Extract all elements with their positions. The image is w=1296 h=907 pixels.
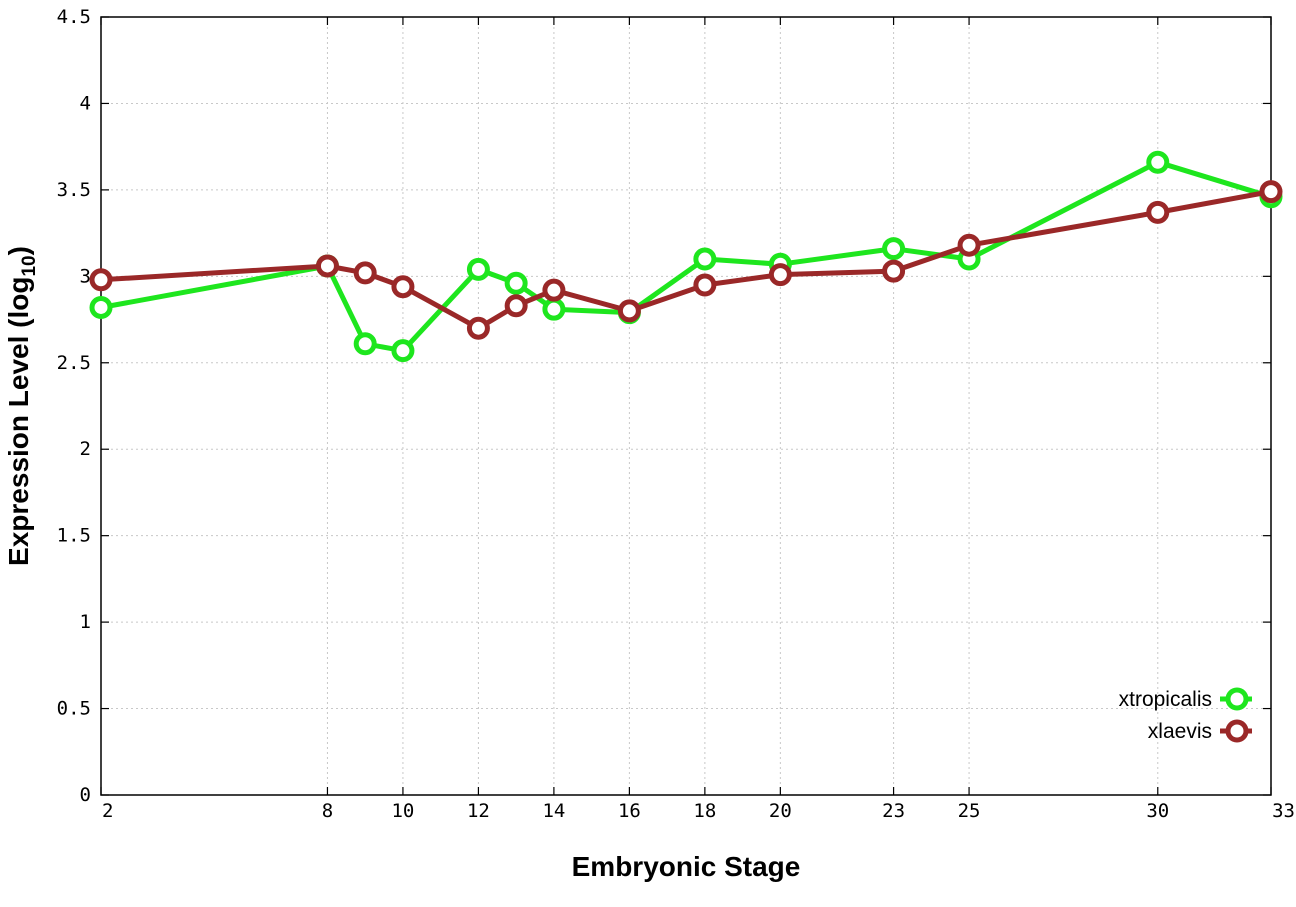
data-point [89, 295, 113, 319]
legend-swatch-marker [1225, 687, 1249, 711]
data-point [391, 275, 415, 299]
y-tick-label: 1.5 [57, 525, 91, 547]
grid-layer [101, 17, 1271, 795]
y-tick-label: 4.5 [57, 6, 91, 28]
data-point [957, 233, 981, 257]
data-point [617, 299, 641, 323]
x-tick-label: 18 [693, 800, 716, 822]
x-tick-label: 2 [102, 800, 113, 822]
data-point [542, 278, 566, 302]
series-line [100, 189, 1272, 331]
x-tick-label: 25 [958, 800, 981, 822]
y-tick-label: 3 [80, 265, 91, 287]
legend-item: xlaevis [1148, 719, 1252, 743]
x-tick-label: 12 [467, 800, 490, 822]
y-axis-title-close: ) [3, 246, 34, 255]
ticks-layer: 0 0.5 1 1.5 2 2.5 3 3.5 4 4.5 2 8 10 12 14 16 18 20 23 25 30… [57, 6, 1295, 822]
x-tick-label: 30 [1146, 800, 1169, 822]
x-tick-label: 14 [542, 800, 565, 822]
data-point [542, 297, 566, 321]
y-tick-label: 0.5 [57, 698, 91, 720]
data-point [504, 294, 528, 318]
legend-swatch-marker [1225, 719, 1249, 743]
x-tick-label: 8 [322, 800, 333, 822]
data-point [1146, 150, 1170, 174]
y-axis-title-main: Expression Level (log [3, 277, 34, 566]
x-tick-label: 10 [391, 800, 414, 822]
data-point [89, 268, 113, 292]
data-point [1259, 180, 1283, 204]
series-xtropicalis [89, 150, 1283, 363]
x-tick-label: 16 [618, 800, 641, 822]
legend-label: xtropicalis [1119, 688, 1212, 711]
data-point [882, 259, 906, 283]
data-point [466, 257, 490, 281]
y-tick-label: 2.5 [57, 352, 91, 374]
data-point [882, 237, 906, 261]
data-point [466, 316, 490, 340]
x-axis-title: Embryonic Stage [572, 851, 801, 882]
x-tick-label: 23 [882, 800, 905, 822]
data-point [353, 261, 377, 285]
data-point [315, 254, 339, 278]
plot-frame [100, 16, 1272, 796]
data-point [693, 247, 717, 271]
y-axis-title-subscript: 10 [19, 255, 40, 276]
data-point [504, 271, 528, 295]
x-tick-label: 20 [769, 800, 792, 822]
series-xlaevis [89, 180, 1283, 340]
series-layer [89, 150, 1283, 363]
data-point [353, 332, 377, 356]
data-point [693, 273, 717, 297]
legend-label: xlaevis [1148, 720, 1212, 743]
data-point [391, 339, 415, 363]
y-tick-label: 2 [80, 438, 91, 460]
y-tick-label: 4 [80, 92, 91, 114]
y-tick-label: 1 [80, 611, 91, 633]
legend: xtropicalis xlaevis [1119, 687, 1252, 743]
y-tick-label: 0 [80, 784, 91, 806]
data-point [1146, 200, 1170, 224]
y-tick-label: 3.5 [57, 179, 91, 201]
data-point [768, 263, 792, 287]
x-tick-label: 33 [1272, 800, 1295, 822]
legend-item: xtropicalis [1119, 687, 1252, 711]
y-axis-title: Expression Level (log10) [3, 246, 40, 566]
series-line [100, 159, 1272, 354]
